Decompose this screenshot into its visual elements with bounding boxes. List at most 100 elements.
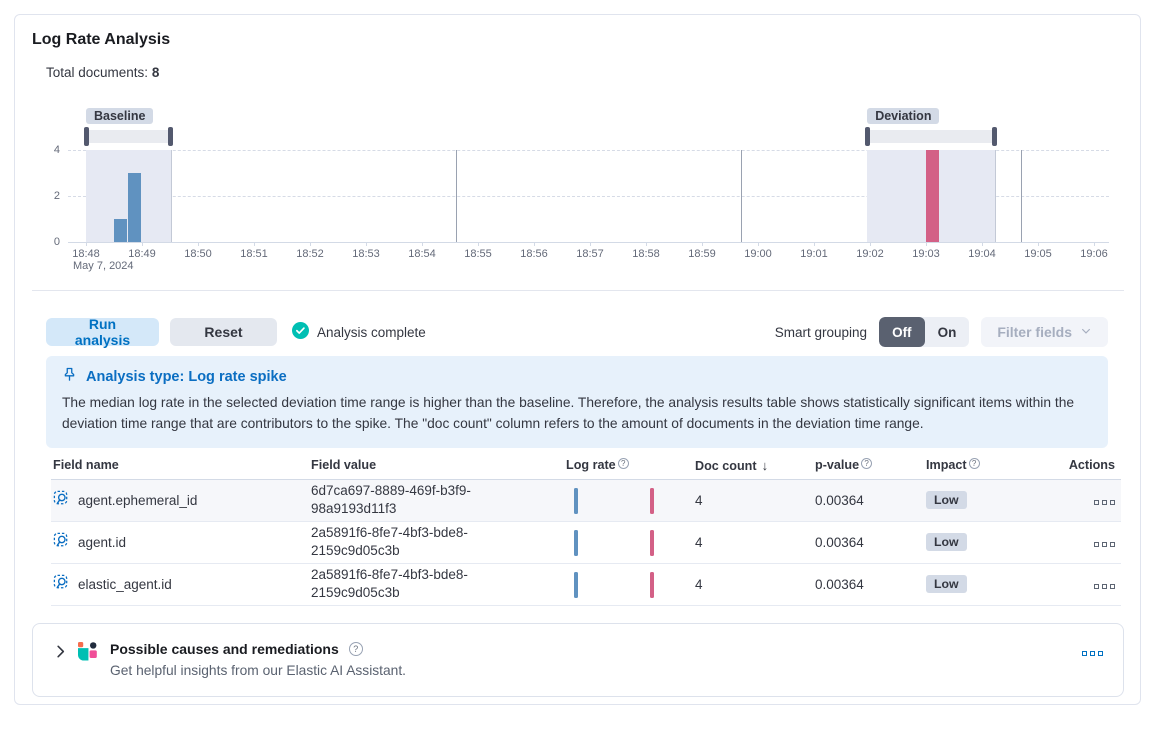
x-tick-label: 18:48: [72, 248, 100, 260]
analysis-status: Analysis complete: [292, 322, 426, 342]
reset-button[interactable]: Reset: [170, 318, 277, 346]
insights-accordion: Possible causes and remediations ? Get h…: [32, 622, 1124, 697]
mini-deviation-bar: [650, 529, 654, 556]
row-actions-icon[interactable]: [1094, 541, 1115, 547]
log-rate-mini-chart: [566, 522, 691, 563]
baseline-histogram-bar: [114, 219, 127, 242]
x-tick: [1038, 242, 1039, 246]
impact-badge: Low: [926, 533, 967, 552]
field-name: agent.id: [78, 534, 127, 550]
x-tick-label: 18:58: [632, 248, 660, 260]
deviation-histogram-bar: [926, 150, 939, 242]
baseline-brush[interactable]: [86, 130, 172, 143]
x-tick: [926, 242, 927, 246]
results-table-body: agent.ephemeral_id 6d7ca697-8889-469f-b3…: [51, 479, 1121, 606]
x-axis-line: [68, 242, 1109, 243]
results-table-header: Field name Field value Log rate? Doc cou…: [51, 457, 1121, 480]
elastic-ai-assistant-icon: [78, 641, 97, 666]
deviation-brush[interactable]: [867, 130, 995, 143]
h-gridline: [68, 196, 1109, 197]
x-tick-label: 19:05: [1024, 248, 1052, 260]
deviation-brush-handle-left[interactable]: [865, 127, 871, 146]
deviation-brush-handle-right[interactable]: [991, 127, 997, 146]
help-icon[interactable]: ?: [348, 641, 363, 656]
col-header-impact[interactable]: Impact?: [926, 457, 1041, 472]
col-header-actions: Actions: [1068, 457, 1115, 472]
h-gridline: [68, 150, 1109, 151]
x-tick: [702, 242, 703, 246]
question-in-circle-icon[interactable]: ?: [617, 457, 629, 469]
x-tick-label: 19:02: [856, 248, 884, 260]
x-tick: [870, 242, 871, 246]
impact-badge: Low: [926, 575, 967, 594]
x-tick: [86, 242, 87, 246]
y-tick-label: 0: [53, 236, 60, 248]
x-tick: [758, 242, 759, 246]
v-gridline: [741, 150, 743, 242]
filter-fields-button[interactable]: Filter fields: [981, 317, 1108, 347]
page-title: Log Rate Analysis: [32, 31, 171, 48]
field-value: 2a5891f6-8fe7-4bf3-bde8-2159c9d05c3b: [311, 524, 468, 559]
col-header-field-value[interactable]: Field value: [311, 457, 377, 472]
col-header-log-rate[interactable]: Log rate?: [566, 457, 691, 472]
x-tick-label: 19:06: [1080, 248, 1108, 260]
field-value: 6d7ca697-8889-469f-b3f9-98a9193d11f3: [311, 482, 471, 517]
x-tick-label: 18:50: [184, 248, 212, 260]
x-tick-label: 18:49: [128, 248, 156, 260]
callout-title: Analysis type: Log rate spike: [86, 368, 287, 385]
x-axis-date-label: May 7, 2024: [73, 260, 134, 272]
insights-subtitle: Get helpful insights from our Elastic AI…: [110, 662, 406, 678]
table-row: elastic_agent.id 2a5891f6-8fe7-4bf3-bde8…: [51, 564, 1121, 606]
table-row: agent.id 2a5891f6-8fe7-4bf3-bde8-2159c9d…: [51, 522, 1121, 564]
x-tick-label: 18:59: [688, 248, 716, 260]
run-analysis-button[interactable]: Run analysis: [46, 316, 159, 348]
v-gridline: [455, 150, 457, 242]
question-in-circle-icon[interactable]: ?: [861, 457, 873, 469]
field-search-icon[interactable]: [53, 490, 70, 510]
x-tick-label: 19:00: [744, 248, 772, 260]
x-tick: [478, 242, 479, 246]
total-documents: Total documents: 8: [46, 65, 1124, 80]
smart-grouping-off-button[interactable]: Off: [879, 317, 925, 347]
p-value: 0.00364: [815, 576, 864, 592]
deviation-badge: Deviation: [867, 108, 940, 124]
x-tick-label: 18:54: [408, 248, 436, 260]
field-name: agent.ephemeral_id: [78, 492, 198, 508]
smart-grouping-on-button[interactable]: On: [937, 324, 957, 340]
mini-baseline-bar: [574, 571, 578, 598]
results-table: Field name Field value Log rate? Doc cou…: [51, 457, 1124, 606]
right-controls: Smart grouping Off On Filter fields: [775, 317, 1108, 347]
y-tick-label: 4: [53, 144, 60, 156]
pin-icon: [62, 367, 77, 386]
x-tick: [142, 242, 143, 246]
row-actions-icon[interactable]: [1094, 499, 1115, 505]
insights-title: Possible causes and remediations: [110, 640, 339, 657]
doc-count-value: 4: [695, 576, 703, 592]
doc-count-value: 4: [695, 534, 703, 550]
filter-fields-label: Filter fields: [997, 324, 1072, 340]
question-in-circle-icon[interactable]: ?: [968, 457, 980, 469]
insights-actions-icon[interactable]: [1082, 650, 1103, 656]
mini-baseline-bar: [574, 487, 578, 514]
x-tick-label: 18:53: [352, 248, 380, 260]
field-name: elastic_agent.id: [78, 576, 172, 592]
col-header-field-name[interactable]: Field name: [53, 457, 119, 472]
baseline-brush-handle-right[interactable]: [168, 127, 174, 146]
chevron-right-icon[interactable]: [53, 644, 68, 662]
x-tick: [254, 242, 255, 246]
total-documents-label: Total documents:: [46, 65, 149, 80]
v-gridline: [1021, 150, 1023, 242]
x-tick-label: 18:56: [520, 248, 548, 260]
x-tick: [310, 242, 311, 246]
field-search-icon[interactable]: [53, 532, 70, 552]
x-tick: [1094, 242, 1095, 246]
field-search-icon[interactable]: [53, 574, 70, 594]
col-header-doc-count[interactable]: Doc count ↓: [695, 457, 769, 473]
baseline-brush-handle-left[interactable]: [84, 127, 89, 146]
x-tick: [366, 242, 367, 246]
callout-header: Analysis type: Log rate spike: [62, 367, 1092, 386]
log-rate-analysis-panel: Log Rate Analysis Total documents: 8 0 2 4…: [14, 14, 1141, 705]
doc-count-chart[interactable]: 0 2 4 Baseline Deviation 18:48 18:49 18:50 18:51…: [32, 108, 1124, 272]
row-actions-icon[interactable]: [1094, 583, 1115, 589]
col-header-p-value[interactable]: p-value?: [811, 457, 926, 472]
